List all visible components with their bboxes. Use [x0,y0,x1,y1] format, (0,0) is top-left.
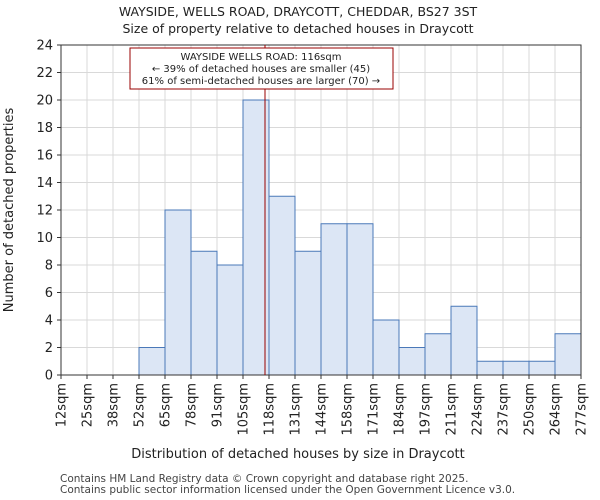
y-tick-label-4: 8 [45,259,53,274]
bar-250sqm [528,360,556,376]
x-axis-ticks: 12sqm 25sqm 38sqm 52sqm 65sqm 78sqm 91sqm 105sq… [55,375,590,436]
bars [138,99,582,376]
annotation-line-1: WAYSIDE WELLS ROAD: 116sqm [180,52,341,63]
y-tick-label-2: 4 [45,314,53,329]
annotation-line-2: ← 39% of detached houses are smaller (45… [152,64,370,75]
bar-264sqm [554,333,582,376]
bar-118sqm [268,195,296,376]
x-tick-label-78sqm: 78sqm [185,383,200,427]
x-tick-label-12sqm: 12sqm [55,383,70,427]
x-tick-label-52sqm: 52sqm [133,383,148,427]
x-tick-label-237sqm: 237sqm [497,383,512,436]
x-tick-label-171sqm: 171sqm [367,383,382,436]
y-tick-label-3: 6 [45,286,53,301]
x-tick-label-211sqm: 211sqm [445,383,460,436]
bar-65sqm [164,209,192,376]
x-tick-label-38sqm: 38sqm [107,383,122,427]
annotation-box: WAYSIDE WELLS ROAD: 116sqm ← 39% of deta… [129,47,394,90]
bar-211sqm [450,305,478,376]
y-tick-label-8: 16 [36,149,53,164]
x-tick-label-25sqm: 25sqm [81,383,96,427]
x-tick-label-91sqm: 91sqm [211,383,226,427]
y-tick-label-9: 18 [36,121,53,136]
x-tick-label-105sqm: 105sqm [237,383,252,436]
x-tick-label-131sqm: 131sqm [289,383,304,436]
y-tick-label-5: 10 [36,231,53,246]
footer-line-1: Contains HM Land Registry data © Crown c… [60,473,469,485]
y-tick-label-6: 12 [36,204,53,219]
footer: Contains HM Land Registry data © Crown c… [60,474,515,496]
y-tick-label-1: 2 [45,341,53,356]
y-axis-label: Number of detached properties [2,108,17,313]
x-tick-label-158sqm: 158sqm [341,383,356,436]
x-axis-label: Distribution of detached houses by size … [131,447,465,462]
x-tick-label-65sqm: 65sqm [159,383,174,427]
annotation-line-3: 61% of semi-detached houses are larger (… [142,76,380,87]
x-tick-label-224sqm: 224sqm [471,383,486,436]
x-tick-label-197sqm: 197sqm [419,383,434,436]
bar-91sqm [216,264,244,376]
bar-158sqm [346,223,374,376]
bar-197sqm [424,333,452,376]
y-tick-label-0: 0 [45,369,53,384]
bar-78sqm [190,250,218,376]
plot-frame [60,44,582,376]
x-tick-label-250sqm: 250sqm [523,383,538,436]
bar-52sqm [138,347,166,376]
chart-subtitle: Size of property relative to detached ho… [122,21,473,36]
bar-224sqm [476,360,504,376]
footer-line-2: Contains public sector information licen… [60,484,516,496]
x-tick-label-277sqm: 277sqm [575,383,590,436]
x-tick-label-144sqm: 144sqm [315,383,330,436]
x-tick-label-118sqm: 118sqm [263,383,278,436]
y-tick-label-10: 20 [36,94,53,109]
x-tick-label-184sqm: 184sqm [393,383,408,436]
bar-184sqm [398,347,426,376]
bar-237sqm [502,360,530,376]
y-tick-label-7: 14 [36,176,53,191]
chart-title: WAYSIDE, WELLS ROAD, DRAYCOTT, CHEDDAR, … [119,4,478,19]
bar-131sqm [294,250,322,376]
x-tick-label-264sqm: 264sqm [549,383,564,436]
bar-171sqm [372,319,400,376]
bar-144sqm [320,223,348,376]
y-tick-label-11: 22 [36,66,53,81]
y-tick-label-12: 24 [36,39,53,54]
